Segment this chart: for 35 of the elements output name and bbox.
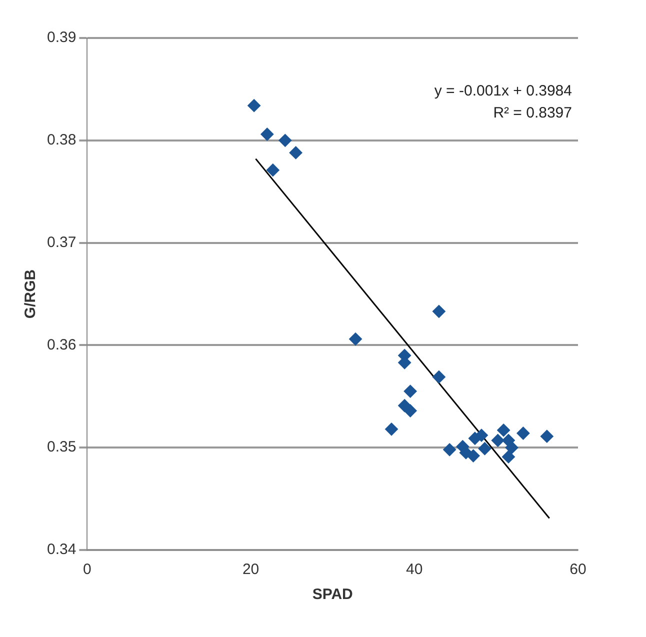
- y-tick-label: 0.38: [46, 132, 76, 149]
- point: [248, 99, 261, 112]
- point: [497, 424, 510, 437]
- point: [540, 430, 554, 443]
- x-tick-label: 40: [406, 561, 423, 578]
- annotation: R² = 0.8397: [493, 104, 572, 122]
- annotation: y = -0.001x + 0.3984: [434, 82, 572, 100]
- y-tick-label: 0.36: [46, 336, 76, 354]
- y-tick-label: 0.34: [46, 541, 76, 558]
- point: [432, 370, 446, 384]
- point: [278, 134, 292, 147]
- x-tick-label: 20: [242, 561, 260, 578]
- point: [474, 428, 488, 442]
- point: [443, 443, 456, 456]
- point: [349, 332, 362, 346]
- x-tick-label: 60: [570, 561, 586, 578]
- point: [432, 304, 446, 318]
- point: [491, 434, 504, 447]
- point: [266, 164, 280, 177]
- y-tick-label: 0.35: [46, 438, 76, 456]
- y-tick-label: 0.39: [46, 29, 76, 46]
- point: [384, 422, 398, 436]
- x-tick-label: 0: [83, 561, 92, 578]
- y-tick-label: 0.37: [46, 234, 76, 251]
- point: [466, 449, 480, 462]
- point: [502, 450, 515, 464]
- point: [260, 128, 274, 141]
- point: [289, 146, 302, 160]
- point: [404, 404, 417, 418]
- point: [505, 441, 518, 454]
- x-axis-title: SPAD: [312, 586, 354, 604]
- point: [404, 384, 417, 398]
- y-axis-title: G/RGB: [22, 269, 40, 319]
- point: [516, 426, 530, 440]
- point: [478, 442, 492, 456]
